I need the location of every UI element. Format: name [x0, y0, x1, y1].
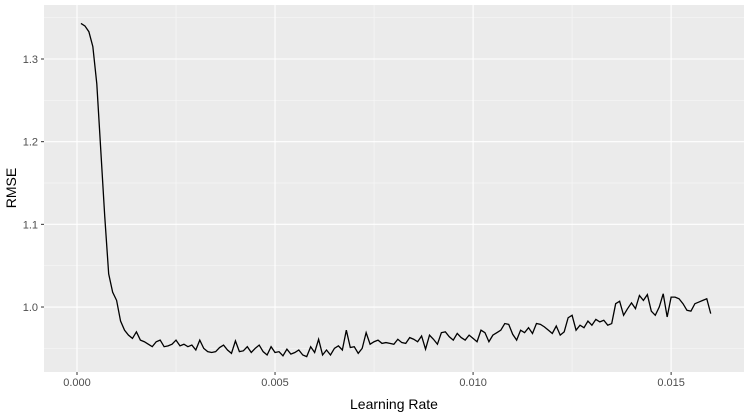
x-tick-label: 0.015 — [657, 377, 685, 389]
y-tick-label: 1.1 — [23, 219, 38, 231]
y-axis-title: RMSE — [3, 168, 19, 208]
y-tick-label: 1.2 — [23, 137, 38, 149]
x-tick-label: 0.005 — [261, 377, 289, 389]
y-tick-label: 1.3 — [23, 54, 38, 66]
x-tick-label: 0.000 — [63, 377, 91, 389]
data-line — [80, 22, 712, 358]
y-tick-label: 1.0 — [23, 302, 38, 314]
panel-background — [44, 5, 744, 372]
x-axis-title: Learning Rate — [350, 396, 438, 412]
x-tick-label: 0.010 — [459, 377, 487, 389]
